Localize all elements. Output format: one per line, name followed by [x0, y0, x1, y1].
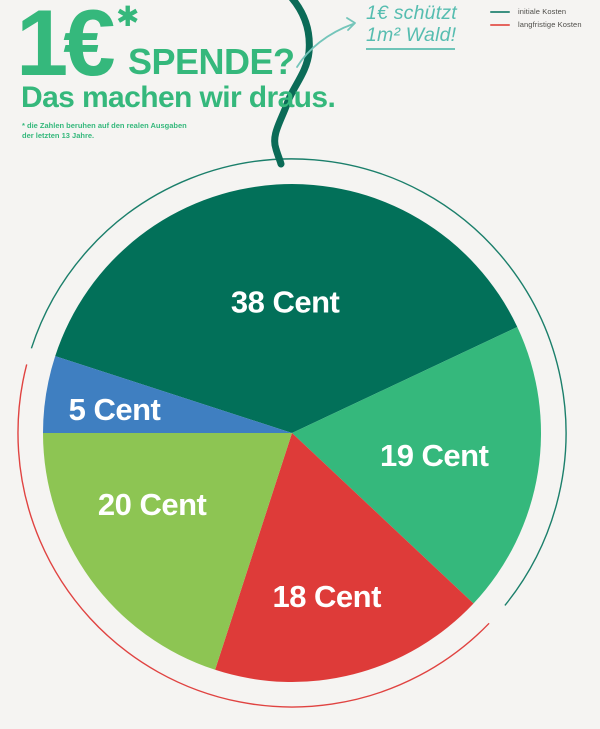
cost-arcs: [17, 158, 567, 708]
legend-dash-teal-icon: [490, 10, 510, 13]
pie-slice-label: 5 Cent: [69, 392, 161, 427]
legend-label: initiale Kosten: [518, 7, 567, 16]
pie-slice-label: 38 Cent: [231, 285, 340, 320]
cost-arc: [17, 364, 490, 708]
pie-slice-label: 20 Cent: [98, 487, 207, 522]
footnote-line-2: der letzten 13 Jahre.: [22, 131, 95, 140]
pie-slice-labels: 38 Cent 19 Cent 18 Cent 20 Cent 5 Cent: [69, 285, 489, 614]
headline-amount: 1€: [16, 0, 116, 95]
pie-slice-label: 19 Cent: [380, 438, 489, 473]
legend-dash-red-icon: [490, 23, 510, 26]
note-line-1: 1€ schützt: [366, 2, 457, 24]
pie-slice-18-cent: [215, 433, 474, 682]
pie-slice-5-cent: [43, 356, 292, 433]
arrow-icon: [296, 17, 356, 68]
headline-title: SPENDE?: [128, 41, 295, 82]
pie-slice-20-cent: [43, 433, 292, 670]
pie-slices: [43, 184, 542, 682]
legend-label: langfristige Kosten: [518, 20, 582, 29]
legend-item-longterm-costs: langfristige Kosten: [490, 18, 582, 31]
footnote-line-1: * die Zahlen beruhen auf den realen Ausg…: [22, 121, 187, 130]
note-line-2: 1m² Wald!: [366, 24, 457, 46]
legend-item-initial-costs: initiale Kosten: [490, 5, 582, 18]
pie-slice-label: 18 Cent: [272, 579, 381, 614]
asterisk-icon: ✱: [116, 1, 140, 32]
headline-subtitle: Das machen wir draus.: [21, 81, 336, 114]
protects-forest-note: 1€ schützt 1m² Wald!: [366, 2, 457, 46]
footnote: * die Zahlen beruhen auf den realen Ausg…: [22, 121, 187, 141]
cost-arc: [30, 158, 567, 606]
legend: initiale Kosten langfristige Kosten: [490, 5, 582, 31]
string-squiggle-line: [271, 0, 313, 168]
pie-slice-19-cent: [292, 327, 542, 604]
pie-slice-38-cent: [55, 184, 518, 433]
note-underline: [366, 48, 455, 50]
